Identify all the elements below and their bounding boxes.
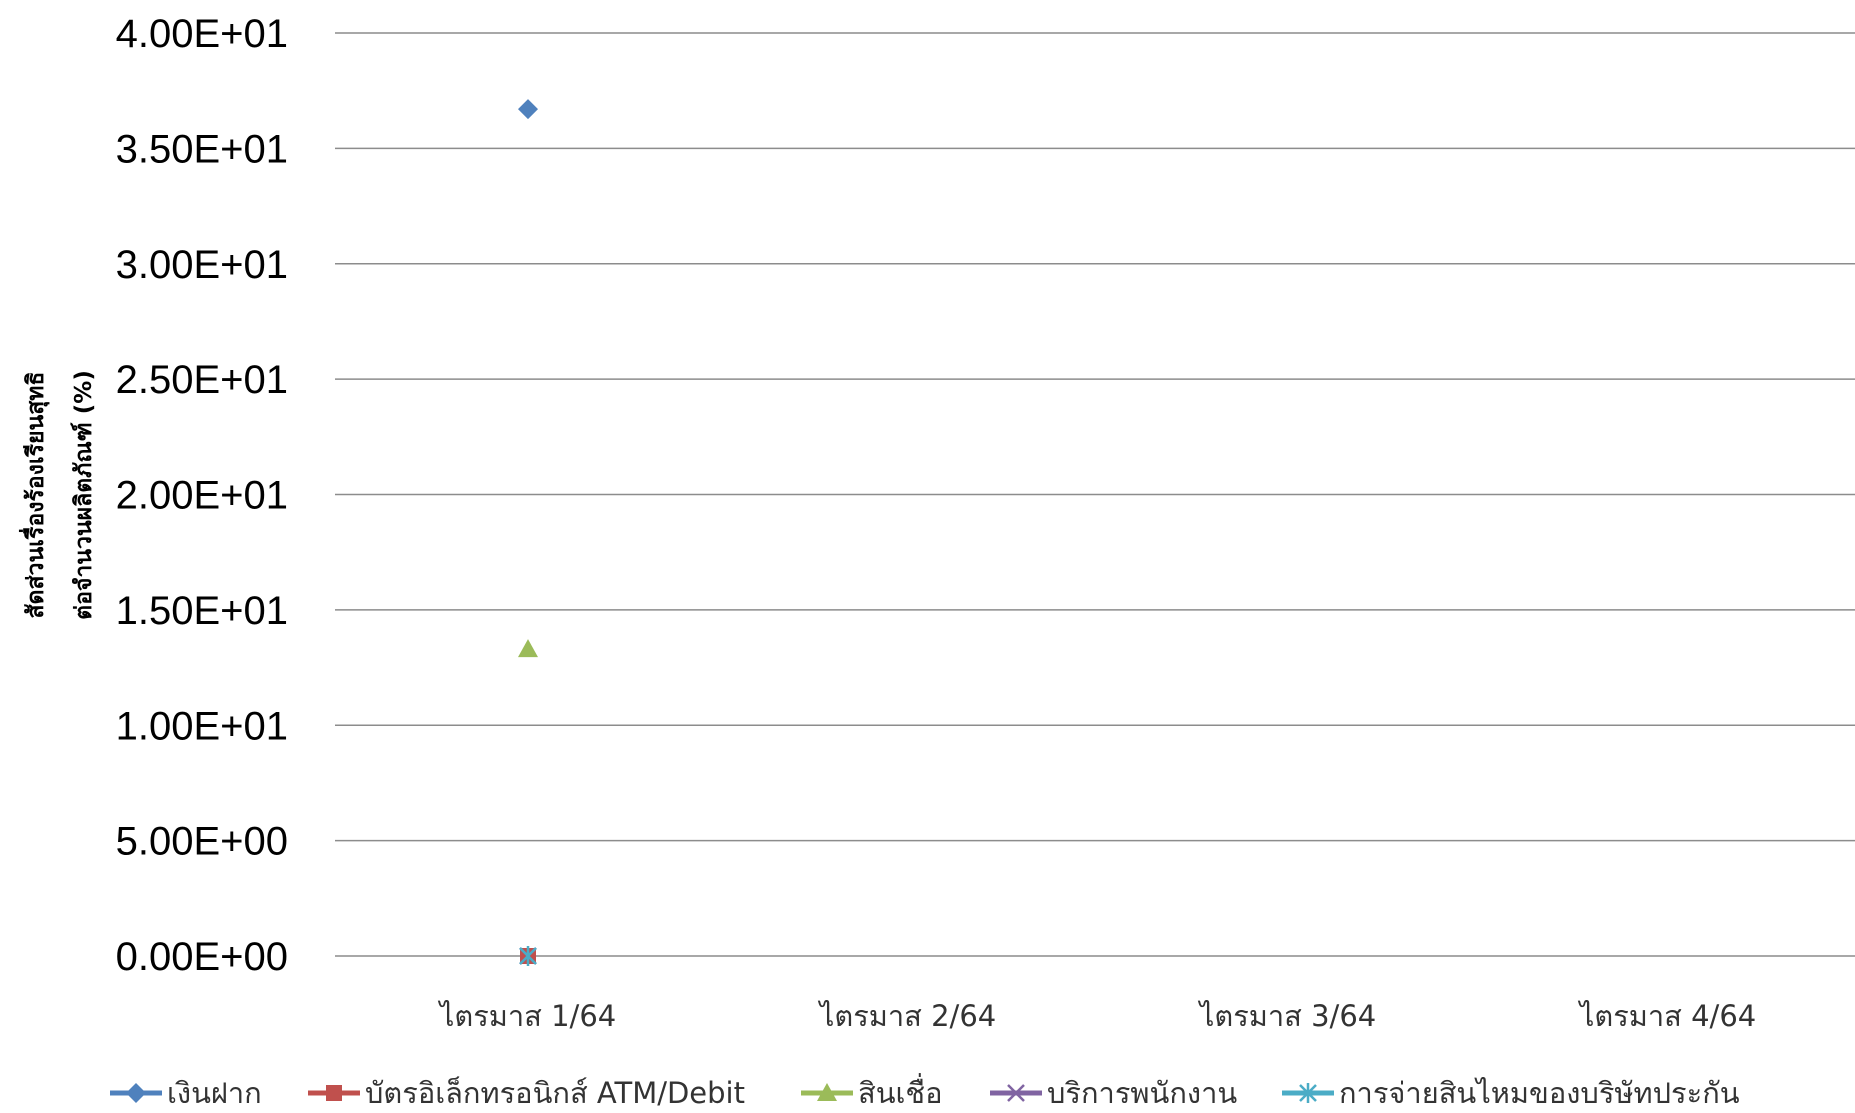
legend-marker-square xyxy=(326,1085,342,1101)
y-tick-label: 3.50E+01 xyxy=(116,127,288,171)
y-tick-label: 4.00E+01 xyxy=(116,12,288,56)
legend-item: บริการพนักงาน xyxy=(990,1076,1237,1110)
x-tick-label: ไตรมาส 1/64 xyxy=(438,999,616,1033)
gridlines xyxy=(335,32,1855,957)
data-point-star xyxy=(519,946,537,966)
y-tick-label: 2.00E+01 xyxy=(116,474,288,518)
y-tick-label: 1.00E+01 xyxy=(116,704,288,748)
y-axis-label-line: สัดส่วนเรื่องร้องเรียนสุทธิ xyxy=(18,372,50,619)
y-axis-ticks: 0.00E+00 5.00E+00 1.00E+01 1.50E+01 2.00E+01… xyxy=(116,12,288,979)
data-points xyxy=(518,99,538,966)
x-tick-label: ไตรมาส 2/64 xyxy=(818,999,996,1033)
legend-label: เงินฝาก xyxy=(167,1076,262,1110)
x-tick-label: ไตรมาส 4/64 xyxy=(1578,999,1756,1033)
legend: เงินฝาก บัตรอิเล็กทรอนิกส์ ATM/Debit สินเช… xyxy=(110,1073,1740,1110)
legend-marker-x xyxy=(1007,1084,1025,1102)
y-tick-label: 3.00E+01 xyxy=(116,243,288,287)
y-tick-label: 5.00E+00 xyxy=(116,820,288,864)
legend-item: บัตรอิเล็กทรอนิกส์ ATM/Debit xyxy=(308,1075,745,1110)
legend-label: บัตรอิเล็กทรอนิกส์ ATM/Debit xyxy=(365,1075,745,1110)
legend-marker-triangle xyxy=(817,1083,837,1101)
y-tick-label: 0.00E+00 xyxy=(116,935,288,979)
x-axis-ticks: ไตรมาส 1/64 ไตรมาส 2/64 ไตรมาส 3/64 ไตรมาส … xyxy=(438,999,1756,1033)
data-point-diamond xyxy=(518,99,538,120)
data-point-triangle xyxy=(518,639,538,658)
legend-label: สินเชื่อ xyxy=(858,1073,943,1110)
legend-marker-star xyxy=(1299,1083,1317,1103)
y-tick-label: 1.50E+01 xyxy=(116,589,288,633)
y-tick-label: 2.50E+01 xyxy=(116,358,288,402)
x-tick-label: ไตรมาส 3/64 xyxy=(1198,999,1376,1033)
legend-label: การจ่ายสินไหมของบริษัทประกัน xyxy=(1339,1076,1740,1110)
legend-item: การจ่ายสินไหมของบริษัทประกัน xyxy=(1282,1076,1740,1110)
legend-marker-diamond xyxy=(126,1083,146,1103)
legend-label: บริการพนักงาน xyxy=(1047,1076,1237,1110)
y-axis-label-line: ต่อจำนวนผลิตภัณฑ์ (%) xyxy=(70,370,97,620)
legend-item: สินเชื่อ xyxy=(801,1073,943,1110)
legend-item: เงินฝาก xyxy=(110,1076,262,1110)
